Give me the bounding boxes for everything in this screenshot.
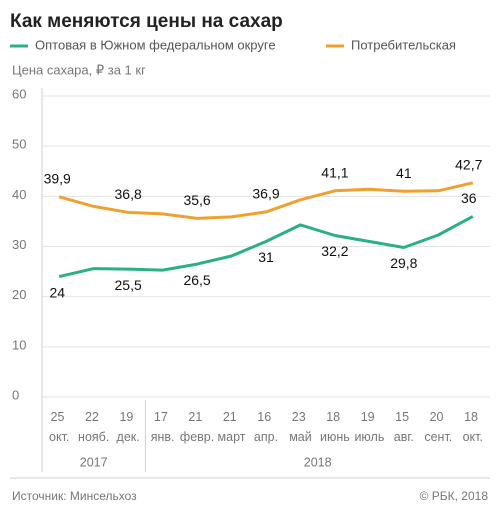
y-tick-label: 30 bbox=[12, 237, 26, 252]
legend-label: Потребительская bbox=[351, 37, 456, 52]
data-label: 41,1 bbox=[321, 165, 348, 181]
x-tick-label: 20 сент. bbox=[424, 410, 452, 444]
source: Источник: Минсельхоз bbox=[12, 489, 137, 503]
x-tick-label: 17 янв. bbox=[151, 410, 175, 444]
x-tick-label: 19 июль bbox=[354, 410, 384, 444]
x-tick-label: 21 февр. bbox=[180, 410, 214, 444]
data-label: 39,9 bbox=[44, 171, 71, 187]
data-label: 36 bbox=[461, 190, 477, 206]
data-label: 31 bbox=[258, 249, 274, 265]
x-tick-label: 19 дек. bbox=[117, 410, 140, 444]
data-label: 25,5 bbox=[115, 277, 142, 293]
x-tick-label: 25 окт. bbox=[49, 410, 69, 444]
year-label: 2017 bbox=[80, 455, 108, 469]
y-tick-label: 10 bbox=[12, 337, 26, 352]
data-label: 42,7 bbox=[455, 156, 482, 172]
data-label: 36,9 bbox=[252, 186, 279, 202]
data-label: 24 bbox=[49, 284, 65, 300]
copyright: © РБК, 2018 bbox=[420, 489, 489, 503]
y-axis-label: Цена сахара, ₽ за 1 кг bbox=[12, 62, 146, 77]
x-tick-label: 23 май bbox=[289, 410, 312, 444]
y-tick-label: 20 bbox=[12, 287, 26, 302]
legend-label: Оптовая в Южном федеральном округе bbox=[35, 37, 276, 52]
series-line bbox=[58, 215, 474, 279]
series-line bbox=[58, 181, 474, 220]
data-label: 36,8 bbox=[115, 186, 142, 202]
data-label: 35,6 bbox=[183, 192, 210, 208]
x-tick-label: 22 нояб. bbox=[78, 410, 109, 444]
x-tick-label: 16 апр. bbox=[254, 410, 278, 444]
data-label: 29,8 bbox=[390, 255, 417, 271]
x-tick-label: 18 окт. bbox=[463, 410, 483, 444]
y-tick-label: 0 bbox=[12, 387, 19, 402]
y-tick-label: 60 bbox=[12, 86, 26, 101]
data-label: 26,5 bbox=[183, 272, 210, 288]
x-tick-label: 21 март bbox=[218, 410, 246, 444]
x-tick-label: 15 авг. bbox=[394, 410, 414, 444]
y-tick-label: 50 bbox=[12, 137, 26, 152]
x-tick-label: 18 июнь bbox=[320, 410, 350, 444]
chart-title: Как меняются цены на сахар bbox=[10, 11, 283, 32]
data-label: 32,2 bbox=[321, 243, 348, 259]
y-tick-label: 40 bbox=[12, 187, 26, 202]
year-label: 2018 bbox=[304, 455, 332, 469]
data-label: 41 bbox=[396, 165, 412, 181]
